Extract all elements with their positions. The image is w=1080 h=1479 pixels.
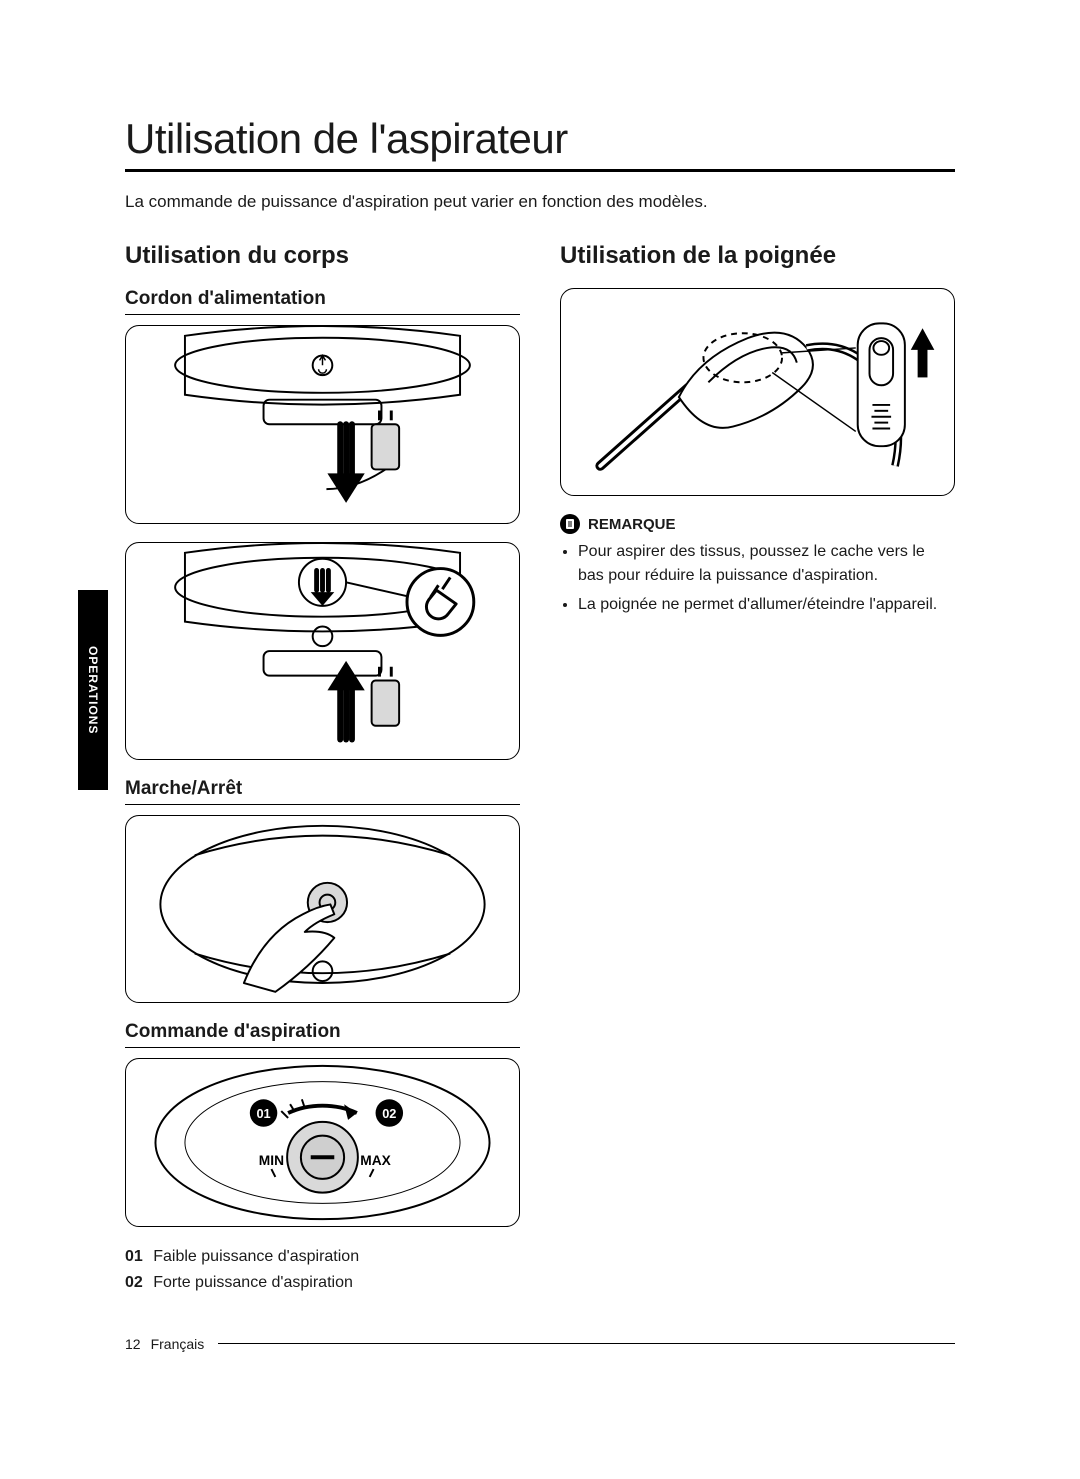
legend-row-02: 02 Forte puissance d'aspiration — [125, 1271, 520, 1294]
right-column: Utilisation de la poignée — [560, 242, 955, 1296]
right-heading: Utilisation de la poignée — [560, 242, 955, 270]
page-footer: 12 Français — [125, 1336, 955, 1352]
suction-title: Commande d'aspiration — [125, 1021, 520, 1043]
note-label: REMARQUE — [588, 516, 676, 533]
footer-rule — [218, 1343, 955, 1344]
legend-num-02: 02 — [125, 1274, 143, 1291]
note-item-2: La poignée ne permet d'allumer/éteindre … — [578, 593, 955, 616]
note-list: Pour aspirer des tissus, poussez le cach… — [560, 540, 955, 616]
note-icon — [560, 514, 580, 534]
figure-suction: 01 02 MIN MAX — [125, 1058, 520, 1227]
onoff-rule — [125, 804, 520, 805]
label-max: MAX — [360, 1153, 391, 1168]
side-tab-label: OPERATIONS — [86, 646, 100, 734]
left-column: Utilisation du corps Cordon d'alimentati… — [125, 242, 520, 1296]
subtitle-text: La commande de puissance d'aspiration pe… — [125, 192, 955, 212]
side-tab-operations: OPERATIONS — [78, 590, 108, 790]
content-columns: Utilisation du corps Cordon d'alimentati… — [125, 242, 955, 1296]
suction-legend: 01 Faible puissance d'aspiration 02 Fort… — [125, 1245, 520, 1293]
badge-01: 01 — [256, 1106, 270, 1121]
figure-cord-retract — [125, 542, 520, 760]
suction-rule — [125, 1047, 520, 1048]
figure-handle — [560, 288, 955, 496]
label-min: MIN — [259, 1153, 284, 1168]
note-item-1: Pour aspirer des tissus, poussez le cach… — [578, 540, 955, 586]
figure-cord-out — [125, 325, 520, 524]
cord-title: Cordon d'alimentation — [125, 288, 520, 310]
legend-row-01: 01 Faible puissance d'aspiration — [125, 1245, 520, 1268]
page-lang: Français — [151, 1336, 205, 1352]
page-title: Utilisation de l'aspirateur — [125, 115, 955, 163]
note-heading: REMARQUE — [560, 514, 955, 534]
manual-page: OPERATIONS Utilisation de l'aspirateur L… — [0, 0, 1080, 1412]
page-number: 12 — [125, 1336, 141, 1352]
badge-02: 02 — [382, 1106, 396, 1121]
legend-text-02: Forte puissance d'aspiration — [153, 1274, 353, 1291]
left-heading: Utilisation du corps — [125, 242, 520, 270]
figure-onoff — [125, 815, 520, 1004]
title-rule — [125, 169, 955, 172]
legend-num-01: 01 — [125, 1248, 143, 1265]
onoff-title: Marche/Arrêt — [125, 778, 520, 800]
cord-rule — [125, 314, 520, 315]
legend-text-01: Faible puissance d'aspiration — [153, 1248, 359, 1265]
